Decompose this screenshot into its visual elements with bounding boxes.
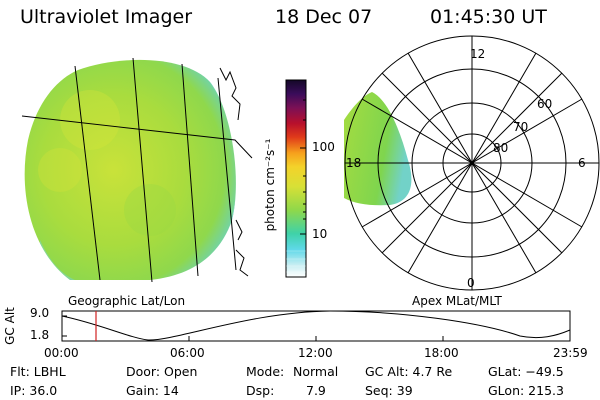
- gain-status: Gain: 14: [126, 383, 179, 398]
- mode-label: Mode:: [246, 364, 285, 379]
- sequence-number: Seq: 39: [365, 383, 413, 398]
- observation-time: 01:45:30 UT: [430, 6, 547, 28]
- mlat-label-70: 70: [513, 120, 529, 134]
- x-tick-2359: 23:59: [553, 346, 588, 360]
- latitude-line: [21, 115, 253, 159]
- colorbar: [285, 79, 307, 278]
- geographic-image: [21, 57, 253, 283]
- x-tick-0600: 06:00: [170, 346, 205, 360]
- ip-status: IP: 36.0: [10, 383, 58, 398]
- geo-longitude: GLon: 215.3: [488, 383, 564, 398]
- geographic-caption: Geographic Lat/Lon: [68, 294, 186, 308]
- polar-emission-region: [344, 92, 412, 206]
- gc-altitude: GC Alt: 4.7 Re: [365, 364, 453, 379]
- dsp-label: Dsp:: [246, 383, 275, 398]
- longitude-line: [74, 65, 101, 281]
- mode-value: Normal: [293, 364, 339, 379]
- longitude-line: [132, 57, 153, 283]
- uv-emission-disk: [24, 59, 236, 280]
- coastline: [219, 67, 249, 277]
- polar-plot: [344, 35, 600, 291]
- polar-caption: Apex MLat/MLT: [412, 294, 502, 308]
- colorbar-unit-label: photon cm⁻²s⁻¹: [263, 138, 277, 232]
- door-status: Door: Open: [126, 364, 198, 379]
- instrument-title: Ultraviolet Imager: [20, 6, 193, 28]
- altitude-ylabel: GC Alt: [3, 307, 17, 345]
- filter-status: Flt: LBHL: [10, 364, 66, 379]
- altitude-plot: [61, 310, 571, 342]
- mlat-label-60: 60: [537, 97, 553, 111]
- altitude-ytick-1-8: 1.8: [30, 328, 50, 342]
- altitude-curve: [61, 310, 571, 341]
- altitude-ytick-9: 9.0: [30, 306, 50, 320]
- observation-date: 18 Dec 07: [275, 6, 373, 28]
- longitude-line: [181, 63, 199, 277]
- dsp-value: 7.9: [306, 383, 326, 398]
- x-tick-1200: 12:00: [298, 346, 333, 360]
- mlt-label-0: 0: [467, 276, 475, 290]
- colorbar-tick-10: 10: [312, 227, 328, 241]
- x-tick-0000: 00:00: [44, 346, 79, 360]
- longitude-line: [217, 77, 237, 271]
- mlt-label-6: 6: [578, 156, 586, 170]
- colorbar-tick-100: 100: [312, 140, 335, 154]
- x-tick-1800: 18:00: [424, 346, 459, 360]
- mlt-label-12: 12: [470, 47, 486, 61]
- geo-latitude: GLat: −49.5: [488, 364, 564, 379]
- mlt-label-18: 18: [346, 156, 362, 170]
- mlat-label-80: 80: [493, 141, 509, 155]
